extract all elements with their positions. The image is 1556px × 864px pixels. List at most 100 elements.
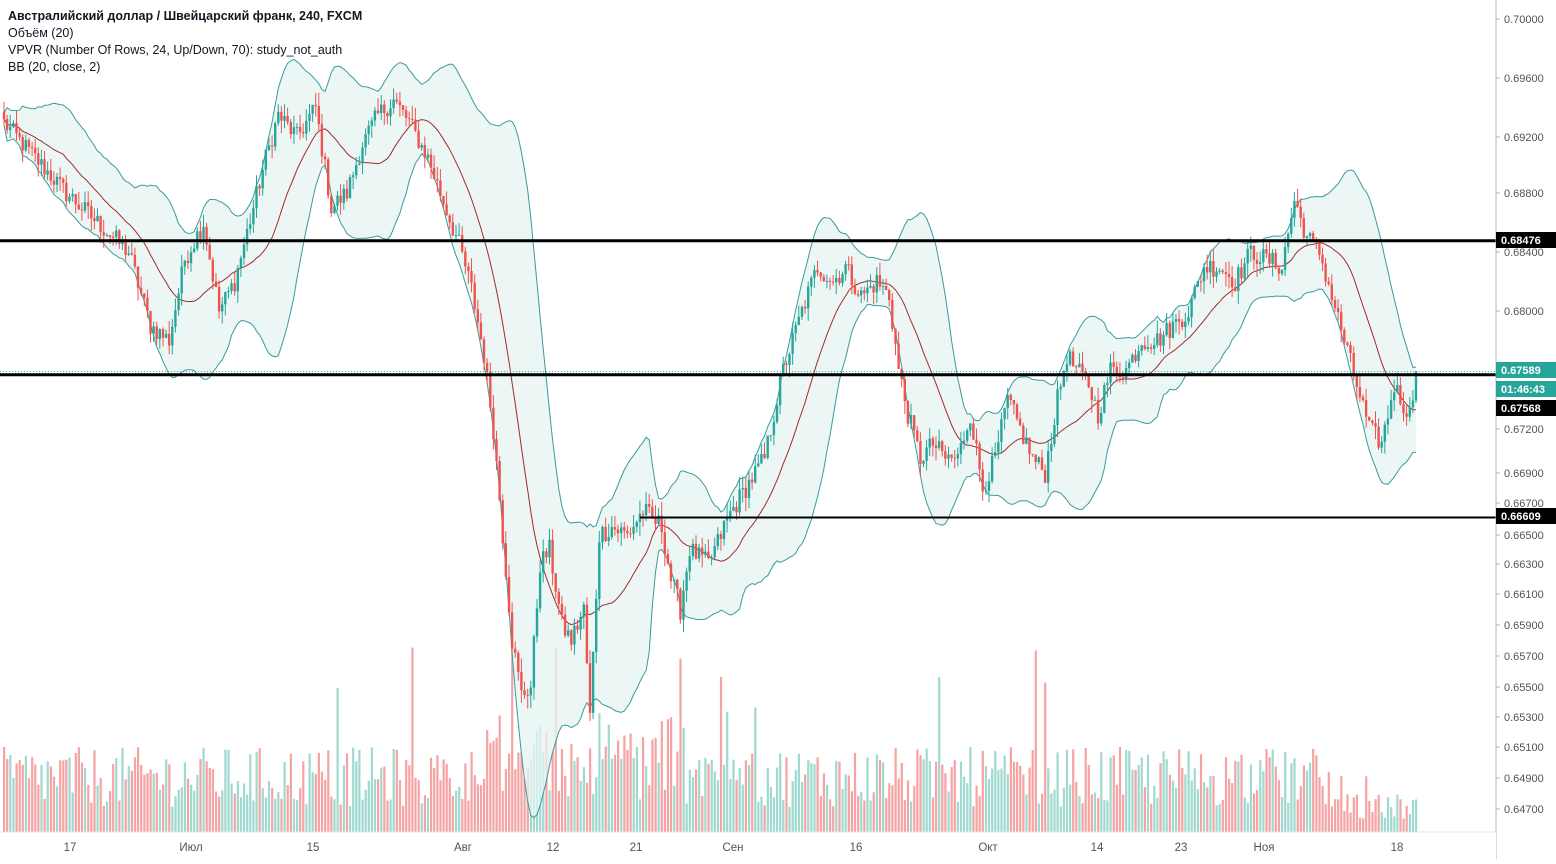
volume-bar xyxy=(274,798,277,832)
volume-bar xyxy=(1327,771,1330,832)
candle-body xyxy=(21,137,24,151)
candle-body xyxy=(1103,385,1106,413)
volume-bar xyxy=(1330,806,1333,832)
candle-body xyxy=(884,286,888,290)
candle-body xyxy=(1206,267,1209,273)
chart-legend: Австралийский доллар / Швейцарский франк… xyxy=(8,8,362,76)
volume-bar xyxy=(1025,794,1028,832)
lower-line-price-tag: 0.66609 xyxy=(1496,508,1556,524)
candle-body xyxy=(697,547,701,559)
volume-bar xyxy=(349,806,352,832)
candle-body xyxy=(1193,286,1196,299)
volume-bar xyxy=(670,717,673,832)
volume-bar xyxy=(99,778,102,832)
volume-bar xyxy=(1393,816,1396,832)
candle-body xyxy=(1109,362,1112,383)
candle-body xyxy=(448,215,451,223)
candle-body xyxy=(267,145,271,151)
volume-bar xyxy=(1346,794,1349,832)
volume-bar xyxy=(673,785,676,832)
candle-body xyxy=(1336,307,1340,313)
candle-body xyxy=(1383,424,1386,442)
candle-body xyxy=(358,163,361,165)
candle-body xyxy=(1177,319,1181,322)
volume-bar xyxy=(158,789,161,832)
price-axis[interactable] xyxy=(1496,0,1556,859)
candle-body xyxy=(102,232,105,236)
candle-body xyxy=(1212,261,1215,277)
volume-bar xyxy=(283,762,286,832)
volume-bar xyxy=(511,649,514,832)
candle-body xyxy=(816,270,819,273)
volume-bar xyxy=(155,772,158,832)
candle-body xyxy=(641,513,645,516)
volume-bar xyxy=(84,768,87,832)
volume-bar xyxy=(1150,803,1153,832)
candle-body xyxy=(292,127,296,135)
volume-bar xyxy=(458,786,461,832)
candle-body xyxy=(439,180,442,196)
candle-body xyxy=(1131,354,1134,363)
candle-body xyxy=(202,226,205,239)
volume-bar xyxy=(1193,768,1196,832)
volume-bar xyxy=(171,806,174,832)
volume-bar xyxy=(732,759,735,832)
candle-body xyxy=(12,123,15,127)
candle-body xyxy=(361,147,364,164)
candle-body xyxy=(1324,263,1327,282)
volume-bar xyxy=(115,758,118,832)
candle-body xyxy=(1352,353,1355,374)
candle-body xyxy=(794,325,797,334)
volume-bar xyxy=(1065,749,1069,832)
price-tick-label: 0.66500 xyxy=(1504,530,1544,542)
candle-body xyxy=(1062,371,1065,387)
time-axis[interactable] xyxy=(0,832,1496,859)
volume-bar xyxy=(336,687,339,832)
volume-bar xyxy=(433,767,436,832)
volume-bar xyxy=(1181,768,1184,832)
volume-bar xyxy=(370,747,373,832)
volume-bar xyxy=(797,753,800,832)
candle-body xyxy=(283,116,286,121)
candle-body xyxy=(644,504,648,516)
candle-body xyxy=(1396,385,1399,393)
volume-bar xyxy=(1006,774,1009,832)
candle-body xyxy=(355,165,358,176)
volume-bar xyxy=(1178,749,1181,832)
volume-bar xyxy=(869,800,872,832)
volume-bar xyxy=(1374,799,1377,832)
candle-body xyxy=(429,154,433,168)
candle-body xyxy=(492,407,495,440)
candle-body xyxy=(99,215,102,233)
candle-body xyxy=(1006,394,1009,409)
volume-bar xyxy=(850,791,853,832)
candle-body xyxy=(426,154,430,158)
volume-bar xyxy=(408,765,411,832)
volume-bar xyxy=(1090,794,1093,832)
candle-body xyxy=(557,591,560,604)
candle-body xyxy=(398,101,402,106)
candle-body xyxy=(635,522,638,527)
candle-body xyxy=(1081,363,1084,372)
candle-body xyxy=(545,551,548,558)
volume-bar xyxy=(576,757,579,832)
candle-body xyxy=(74,194,77,205)
volume-bar xyxy=(981,750,984,832)
volume-bar xyxy=(1034,650,1037,832)
volume-bar xyxy=(1380,811,1383,832)
volume-bar xyxy=(1000,768,1003,832)
volume-bar xyxy=(635,747,638,832)
candle-body xyxy=(1308,233,1312,236)
candle-body xyxy=(1296,200,1299,207)
candle-body xyxy=(1068,351,1072,365)
volume-bar xyxy=(442,759,445,832)
volume-bar xyxy=(21,764,24,832)
candle-body xyxy=(1377,426,1380,448)
candle-body xyxy=(118,230,121,244)
volume-bar xyxy=(40,765,43,832)
volume-bar xyxy=(1022,774,1025,832)
candle-body xyxy=(573,625,576,645)
volume-bar xyxy=(180,787,183,832)
